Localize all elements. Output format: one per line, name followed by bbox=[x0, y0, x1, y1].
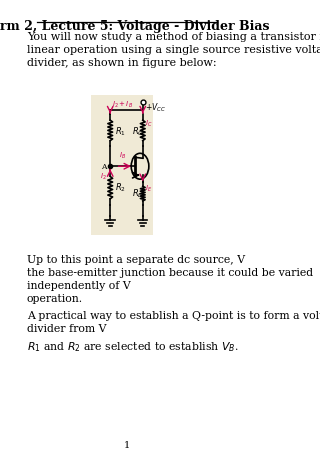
Text: A: A bbox=[101, 163, 107, 171]
Text: 1: 1 bbox=[124, 440, 130, 449]
Text: $R_1$: $R_1$ bbox=[115, 125, 126, 138]
Text: the base-emitter junction because it could be varied: the base-emitter junction because it cou… bbox=[27, 267, 313, 277]
Text: $+V_{CC}$: $+V_{CC}$ bbox=[146, 101, 166, 114]
Text: $R_2$: $R_2$ bbox=[115, 181, 126, 194]
Text: $I_2$: $I_2$ bbox=[100, 172, 107, 182]
Text: You will now study a method of biasing a transistor for: You will now study a method of biasing a… bbox=[27, 32, 320, 42]
FancyBboxPatch shape bbox=[91, 95, 153, 235]
Text: $R_E$: $R_E$ bbox=[132, 188, 143, 200]
Text: $R_1$ and $R_2$ are selected to establish $V_B$.: $R_1$ and $R_2$ are selected to establis… bbox=[27, 340, 238, 354]
Text: Up to this point a separate dc source, V: Up to this point a separate dc source, V bbox=[27, 254, 245, 264]
Text: independently of V: independently of V bbox=[27, 280, 131, 290]
Text: Term 2, Lecture 5: Voltage - Divider Bias: Term 2, Lecture 5: Voltage - Divider Bia… bbox=[0, 20, 270, 33]
Text: $I_B$: $I_B$ bbox=[119, 151, 126, 161]
Text: $I_E$: $I_E$ bbox=[146, 184, 153, 194]
Text: divider from V: divider from V bbox=[27, 323, 106, 333]
Text: divider, as shown in figure below:: divider, as shown in figure below: bbox=[27, 58, 217, 68]
Text: A practical way to establish a Q-point is to form a voltage -: A practical way to establish a Q-point i… bbox=[27, 310, 320, 320]
Text: $I_2+I_B$: $I_2+I_B$ bbox=[112, 100, 133, 110]
Text: $I_C$: $I_C$ bbox=[146, 118, 153, 128]
Text: operation.: operation. bbox=[27, 293, 83, 303]
Text: linear operation using a single source resistive voltage: linear operation using a single source r… bbox=[27, 45, 320, 55]
Text: $R_C$: $R_C$ bbox=[132, 125, 144, 138]
